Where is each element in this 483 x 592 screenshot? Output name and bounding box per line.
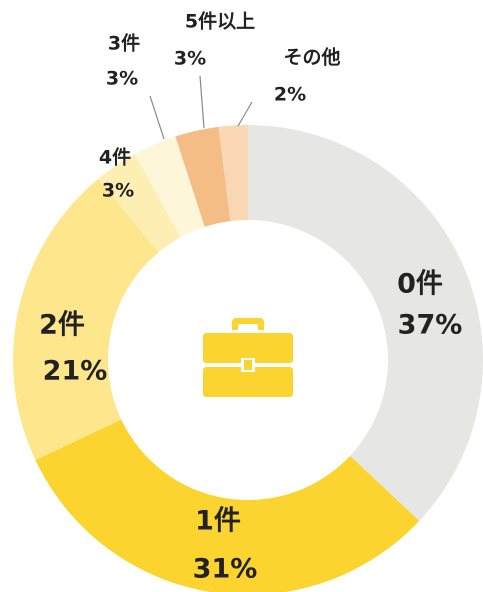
donut-slice	[134, 136, 205, 238]
value-label: 37%	[398, 310, 463, 341]
leader-line	[199, 75, 205, 129]
value-label: 3%	[106, 68, 138, 90]
slice-label: 3件	[108, 32, 140, 55]
handle	[232, 318, 264, 330]
leader-line	[237, 101, 253, 127]
leader-line	[149, 95, 165, 140]
clasp	[244, 360, 252, 370]
value-label: 21%	[43, 356, 108, 387]
case-top	[203, 333, 293, 363]
donut-slice	[175, 126, 231, 227]
donut-slice	[12, 178, 159, 461]
donut-slice	[35, 419, 420, 592]
value-label: 3%	[174, 48, 206, 70]
value-label: 31%	[193, 554, 258, 585]
slice-label: 4件	[99, 146, 131, 169]
slice-label: その他	[283, 46, 340, 69]
slice-label: 5件以上	[185, 10, 255, 33]
case-bottom	[203, 367, 293, 397]
slice-label: 0件	[397, 269, 443, 300]
donut	[12, 125, 483, 592]
donut-slice	[98, 154, 181, 253]
briefcase-icon	[203, 318, 293, 397]
donut-slice	[218, 125, 248, 222]
donut-slice	[248, 125, 483, 521]
leader-lines	[149, 75, 253, 140]
slice-label: 2件	[39, 310, 85, 341]
slice-label: 1件	[195, 506, 241, 537]
value-label: 3%	[102, 180, 134, 202]
value-label: 2%	[274, 84, 306, 106]
